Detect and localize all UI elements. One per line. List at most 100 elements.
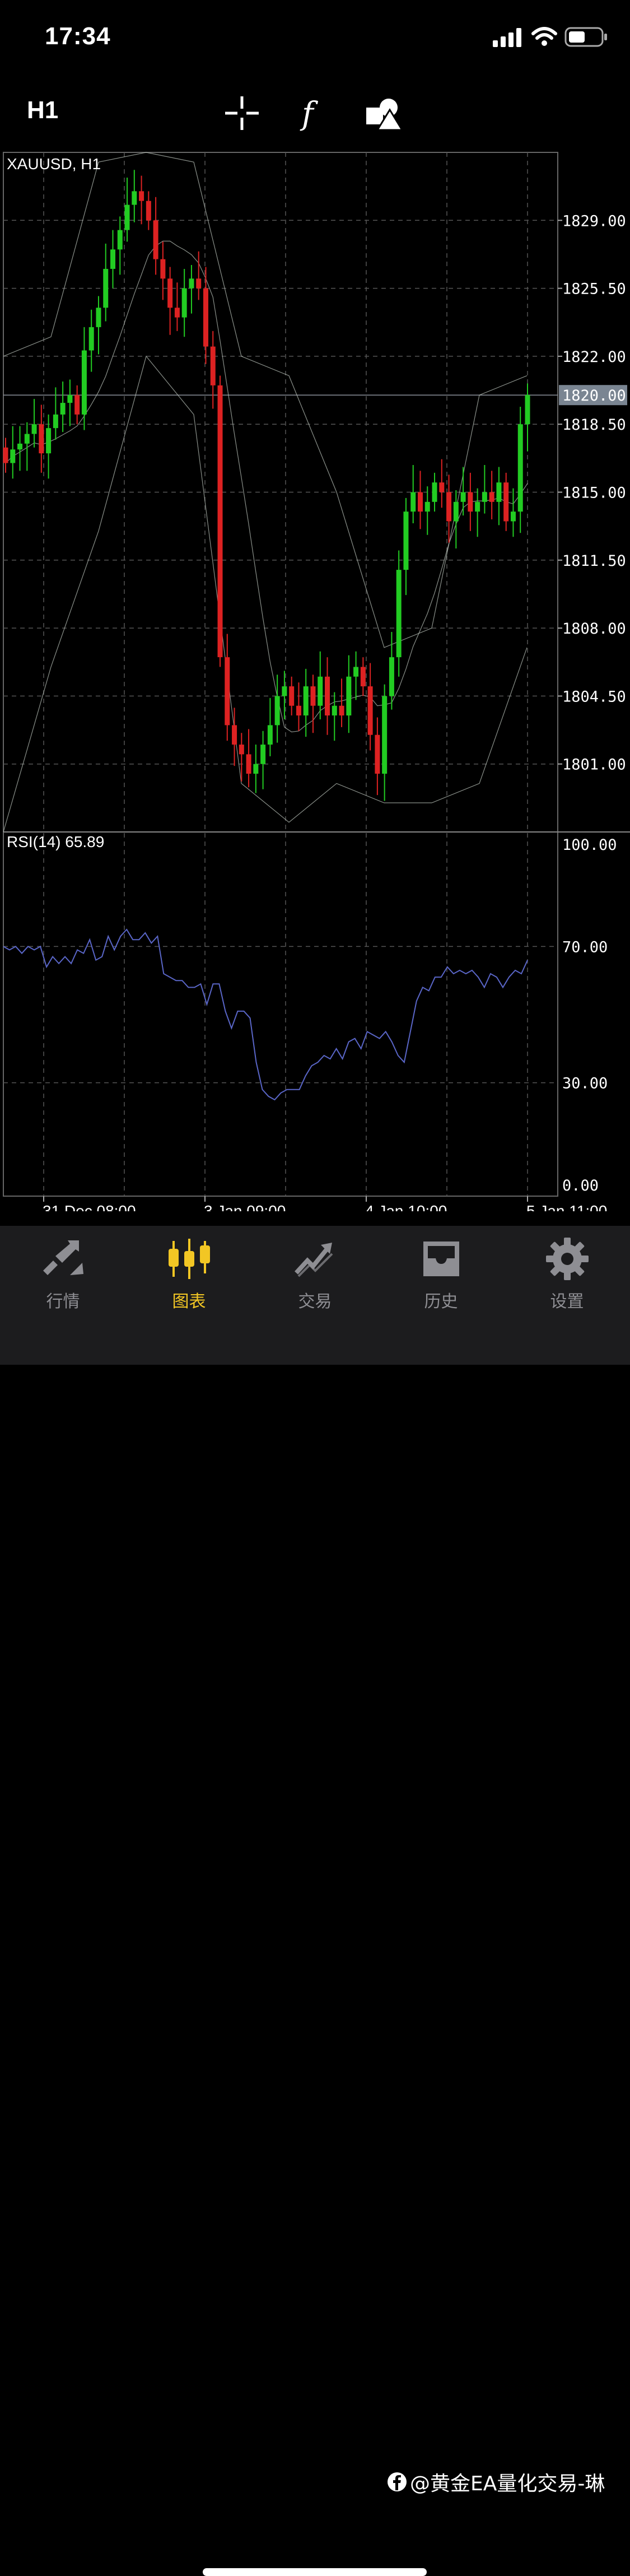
candle-body [132,191,137,205]
symbol-label: XAUUSD, H1 [7,155,101,173]
objects-button[interactable] [364,93,404,133]
signal-icon [493,28,521,47]
objects-icon [366,99,403,131]
time-label: 5 Jan 11:00 [526,1202,607,1211]
candle-body [274,696,280,726]
candle-body [310,686,316,706]
candle-body [410,492,416,512]
candle-body [339,705,344,716]
price-tick-label: 1804.50 [562,688,626,705]
crosshair-button[interactable] [222,93,262,133]
candle-body [382,696,388,774]
rsi-label: RSI(14) 65.89 [7,833,104,850]
candle-body [496,482,502,502]
rsi-tick-label: 100.00 [562,836,617,854]
tab-label: 行情 [46,1292,80,1312]
bollinger-lower [3,355,528,833]
facebook-icon [388,2472,407,2491]
current-price-badge [559,385,627,406]
candle-body [103,268,109,308]
candle-body [81,350,87,415]
candle-body [482,492,487,502]
chart-toolbar: H1 f [0,84,630,146]
bottom-tab-bar: 行情 图表 交易 [0,1226,630,2576]
candle-body [24,434,30,444]
candle-body [318,676,323,706]
candle-body [517,424,523,512]
rsi-indicator [3,928,558,1101]
candle-body [353,667,359,677]
candle-body [53,414,58,429]
candle-body [424,501,430,512]
candle-body [468,492,473,512]
candle-body [453,501,459,522]
tab-label: 设置 [550,1292,584,1312]
candle-body [389,657,394,696]
timeframe-button[interactable]: H1 [27,96,59,124]
candle-body [3,447,8,463]
candle-body [232,725,237,745]
candle-body [74,395,80,415]
candle-body [282,686,287,696]
tab-label: 交易 [298,1292,332,1312]
tab-trade[interactable]: 交易 [252,1234,378,1318]
candle-body [432,482,437,502]
candle-body [181,288,187,318]
candle-body [367,686,373,735]
candle-body [503,482,509,522]
candle-body [189,278,194,289]
candle-body [289,686,295,706]
history-icon [423,1241,459,1276]
rsi-line [3,928,528,1101]
time-label: 4 Jan 10:00 [365,1202,447,1211]
tab-settings[interactable]: 设置 [504,1234,630,1318]
candle-body [260,745,266,764]
candle-body [167,278,173,308]
candle-body [446,492,452,522]
indicators-button[interactable]: f [292,93,333,133]
candle-body [403,512,409,570]
watermark: @黄金EA量化交易-琳 [386,2467,605,2496]
candle-body [417,492,423,512]
candle-body [60,403,66,415]
candle-body [296,705,301,716]
candle-body [88,327,94,351]
candle-body [360,667,366,687]
candle-body [239,745,244,755]
candle-body [460,492,466,502]
current-price-label: 1820.00 [562,387,626,404]
candle-body [160,259,166,279]
tab-quotes[interactable]: 行情 [0,1234,126,1318]
candle-body [246,754,251,774]
candle-body [510,512,516,522]
chart-candles-icon [168,1239,210,1279]
price-tick-label: 1801.00 [562,756,626,774]
watermark-text: @黄金EA量化交易-琳 [410,2472,605,2495]
svg-text:f: f [300,96,319,131]
candle-body [475,501,480,512]
candle-body [332,705,337,716]
candle-body [439,482,445,492]
price-chart[interactable]: 1829.00 1825.50 1822.00 1818.50 1815.00 1811.… [0,147,630,1211]
tab-history[interactable]: 历史 [378,1234,504,1318]
battery-icon [564,27,607,47]
candle-body [17,443,23,450]
tab-label: 历史 [424,1292,458,1312]
candle-body [10,449,16,463]
status-time: 17:34 [45,22,111,50]
candle-body [325,676,330,716]
time-label: 3 Jan 09:00 [204,1202,286,1211]
candle-body [396,570,402,658]
tab-chart[interactable]: 图表 [126,1234,252,1318]
chart-labels: 1829.00 1825.50 1822.00 1818.50 1815.00 1811.… [7,155,627,1211]
candle-body [139,191,144,201]
price-tick-label: 1829.00 [562,212,626,230]
function-icon: f [300,96,319,131]
rsi-tick-label: 0.00 [562,1177,599,1194]
candle-body [39,424,44,454]
wifi-icon [531,27,557,46]
chart-grid [3,152,630,1202]
candle-body [346,676,352,716]
price-tick-label: 1822.00 [562,348,626,366]
tab-label: 图表 [172,1292,206,1312]
